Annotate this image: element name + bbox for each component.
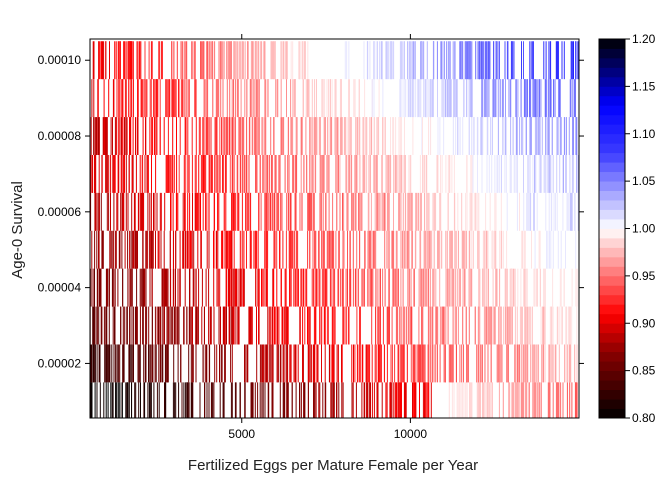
colorbar-swatch: [599, 351, 625, 362]
colorbar-swatch: [599, 57, 625, 68]
y-tick-label: 0.00010: [38, 53, 82, 67]
y-tick-label: 0.00002: [38, 356, 82, 370]
colorbar-tick-label: 1.20: [632, 32, 656, 46]
y-axis-title: Age-0 Survival: [9, 181, 26, 279]
colorbar-swatch: [599, 181, 625, 191]
colorbar-swatch: [599, 247, 625, 258]
colorbar-tick-label: 1.15: [632, 79, 656, 93]
colorbar-swatch: [599, 76, 625, 87]
colorbar-swatch: [599, 143, 625, 154]
y-tick-label: 0.00004: [38, 281, 82, 295]
x-axis: 5000 10000: [228, 34, 427, 441]
colorbar-swatch: [599, 228, 625, 239]
colorbar-swatch: [599, 256, 625, 267]
colorbar-swatch: [599, 114, 625, 125]
colorbar-swatch: [599, 200, 625, 210]
colorbar-swatch: [599, 275, 625, 286]
colorbar-swatch: [599, 332, 625, 343]
colorbar-swatch: [599, 219, 625, 229]
colorbar-tick-label: 0.80: [632, 411, 656, 425]
colorbar-swatch: [599, 95, 625, 106]
colorbar-swatch: [599, 190, 625, 201]
colorbar-swatch: [599, 86, 625, 97]
colorbar: 0.80 0.85 0.90 0.95 1.00 1.05 1.10 1.15 1.20: [598, 32, 656, 425]
colorbar-tick-label: 1.05: [632, 174, 656, 188]
y-tick-label: 0.00008: [38, 129, 82, 143]
colorbar-swatch: [599, 133, 625, 144]
colorbar-swatch: [599, 152, 625, 163]
colorbar-tick-label: 1.10: [632, 127, 656, 141]
colorbar-swatch: [599, 294, 625, 305]
colorbar-swatch: [599, 361, 625, 372]
colorbar-swatch: [599, 105, 625, 116]
colorbar-swatch: [599, 323, 625, 334]
y-axis: 0.00002 0.00004 0.00006 0.00008 0.00010: [38, 53, 584, 370]
colorbar-tick-label: 0.85: [632, 364, 656, 378]
colorbar-swatch: [599, 342, 625, 353]
colorbar-tick-label: 1.00: [632, 222, 656, 236]
x-axis-title: Fertilized Eggs per Mature Female per Ye…: [188, 457, 478, 474]
colorbar-tick-label: 0.95: [632, 269, 656, 283]
colorbar-swatch: [599, 209, 625, 220]
x-tick-label: 10000: [394, 427, 428, 441]
colorbar-swatch: [599, 162, 625, 173]
colorbar-swatch: [599, 67, 625, 78]
colorbar-swatch: [599, 266, 625, 277]
colorbar-swatch: [599, 124, 625, 135]
colorbar-tick-label: 0.90: [632, 316, 656, 330]
heatmap-cells: [89, 41, 580, 418]
x-tick-label: 5000: [228, 427, 255, 441]
y-tick-label: 0.00006: [38, 205, 82, 219]
colorbar-swatch: [599, 399, 625, 409]
colorbar-swatch: [599, 389, 625, 400]
colorbar-swatch: [599, 380, 625, 390]
colorbar-swatch: [599, 304, 625, 315]
colorbar-swatch: [599, 370, 625, 381]
colorbar-swatch: [599, 48, 625, 59]
colorbar-swatch: [599, 39, 625, 49]
colorbar-swatch: [599, 171, 625, 182]
colorbar-swatch: [599, 285, 625, 296]
colorbar-swatch: [599, 237, 625, 248]
colorbar-swatch: [599, 313, 625, 324]
plot-border: [89, 38, 580, 419]
colorbar-swatch: [599, 408, 625, 419]
